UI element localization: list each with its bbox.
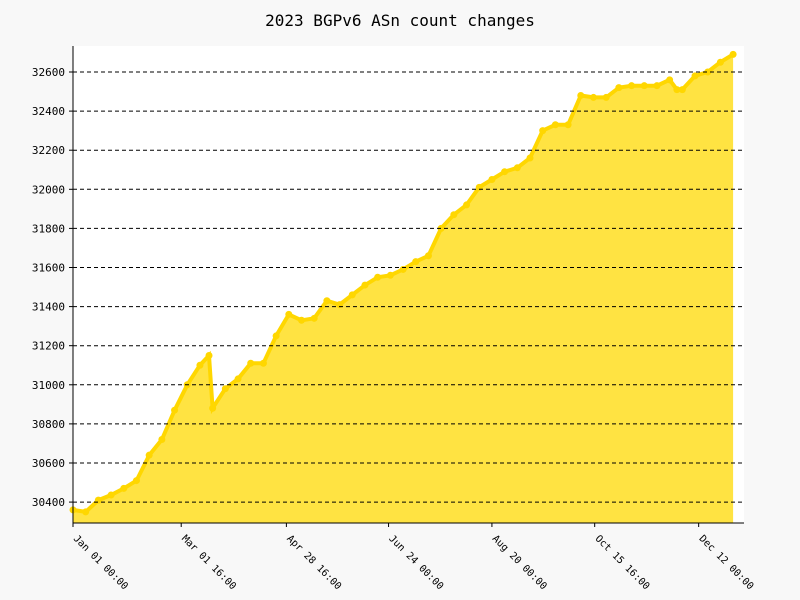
point xyxy=(673,86,681,94)
point xyxy=(412,258,420,266)
y-tick-label: 30600 xyxy=(32,457,65,470)
point xyxy=(653,82,661,90)
y-tick-label: 31600 xyxy=(32,261,65,274)
point xyxy=(501,168,509,176)
point xyxy=(615,84,623,92)
point xyxy=(298,316,306,324)
point xyxy=(234,375,242,383)
y-tick-label: 31800 xyxy=(32,222,65,235)
point xyxy=(361,281,369,289)
y-tick-label: 32400 xyxy=(32,105,65,118)
point xyxy=(158,436,166,444)
point xyxy=(437,224,445,232)
point xyxy=(513,164,521,172)
point xyxy=(374,273,382,281)
point xyxy=(310,314,318,322)
point xyxy=(450,211,458,219)
point xyxy=(205,351,213,359)
point xyxy=(107,491,115,499)
point xyxy=(132,477,140,485)
x-tick-label: Mar 01 16:00 xyxy=(179,533,238,592)
point xyxy=(716,58,724,66)
point xyxy=(640,82,648,90)
x-tick-label: Apr 28 16:00 xyxy=(284,533,343,592)
point xyxy=(463,201,471,209)
point xyxy=(120,484,128,492)
point xyxy=(323,297,331,305)
point xyxy=(602,93,610,101)
point xyxy=(348,291,356,299)
point xyxy=(666,76,674,84)
y-tick-label: 30800 xyxy=(32,418,65,431)
x-tick-label: Oct 15 16:00 xyxy=(593,533,652,592)
point xyxy=(196,361,204,369)
area xyxy=(73,54,734,524)
y-tick-label: 32000 xyxy=(32,183,65,196)
point xyxy=(488,176,496,184)
point xyxy=(285,310,293,318)
y-tick-label: 31400 xyxy=(32,301,65,314)
x-tick-label: Jan 01 00:00 xyxy=(71,533,130,592)
point xyxy=(259,359,267,367)
point xyxy=(589,93,597,101)
y-tick-label: 30400 xyxy=(32,496,65,509)
point xyxy=(577,91,585,99)
point xyxy=(221,385,229,393)
point xyxy=(209,404,217,412)
point xyxy=(171,406,179,414)
y-tick-label: 31000 xyxy=(32,379,65,392)
point xyxy=(247,359,255,367)
point xyxy=(729,50,737,58)
point xyxy=(704,68,712,76)
point xyxy=(691,72,699,80)
point xyxy=(424,252,432,260)
chart-title: 2023 BGPv6 ASn count changes xyxy=(265,11,535,30)
y-tick-label: 31200 xyxy=(32,340,65,353)
point xyxy=(386,271,394,279)
point xyxy=(551,121,559,129)
point xyxy=(526,154,534,162)
point xyxy=(628,82,636,90)
point xyxy=(272,332,280,340)
x-tick-label: Jun 24 00:00 xyxy=(386,533,445,592)
point xyxy=(82,508,90,516)
point xyxy=(145,451,153,459)
point xyxy=(678,86,686,94)
point xyxy=(564,121,572,129)
y-tick-label: 32600 xyxy=(32,66,65,79)
x-tick-label: Dec 12 00:00 xyxy=(697,533,756,592)
y-tick-label: 32200 xyxy=(32,144,65,157)
x-tick-label: Aug 20 00:00 xyxy=(490,533,549,592)
point xyxy=(539,127,547,135)
